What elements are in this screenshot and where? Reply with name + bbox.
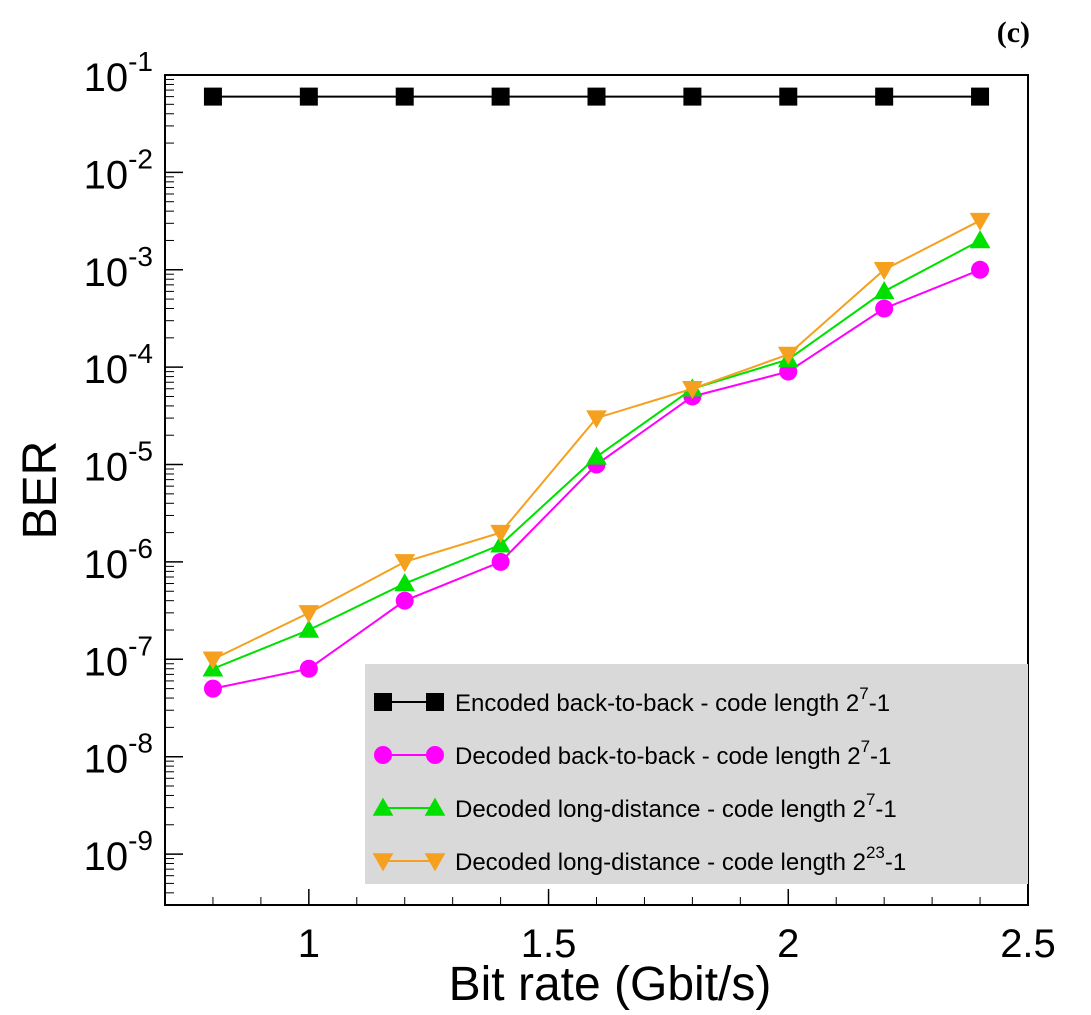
y-tick-label: 10-2 — [84, 143, 153, 197]
data-point — [395, 591, 414, 610]
x-tick-label: 2.5 — [1000, 922, 1056, 966]
legend-label: Encoded back-to-back - code length 27-1 — [455, 684, 890, 717]
legend-item-4: Decoded long-distance - code length 223-… — [372, 843, 906, 876]
data-point — [875, 299, 894, 318]
legend-marker — [372, 797, 394, 816]
data-point — [683, 87, 702, 106]
legend-item-1: Encoded back-to-back - code length 27-1 — [374, 684, 890, 717]
data-point — [203, 87, 222, 106]
y-tick-label: 10-7 — [84, 630, 153, 684]
data-point — [490, 534, 511, 553]
legend-item-3: Decoded long-distance - code length 27-1 — [372, 790, 897, 823]
data-point — [779, 87, 798, 106]
data-point — [490, 524, 511, 543]
legend: Encoded back-to-back - code length 27-1 D… — [365, 664, 1028, 884]
data-point — [203, 679, 222, 698]
data-point — [587, 87, 606, 106]
legend-box — [365, 664, 1028, 884]
legend-marker — [426, 693, 444, 711]
data-point — [586, 446, 607, 465]
y-tick-label: 10-3 — [84, 241, 153, 295]
legend-marker — [426, 746, 444, 764]
data-point — [873, 281, 895, 300]
y-axis-label: BER — [14, 441, 67, 540]
y-tick-label: 10-6 — [84, 533, 153, 587]
legend-marker — [374, 746, 392, 764]
series-3 — [202, 230, 991, 677]
data-point — [394, 554, 416, 573]
x-tick-label: 2 — [777, 922, 799, 966]
y-tick-label: 10-9 — [84, 825, 153, 879]
series-2 — [203, 260, 990, 698]
data-point — [971, 260, 990, 279]
data-point — [202, 651, 224, 670]
x-tick-label: 1.5 — [521, 922, 577, 966]
legend-marker — [424, 797, 446, 816]
series-line — [212, 268, 981, 690]
y-tick-label: 10-4 — [84, 338, 153, 392]
y-tick-label: 10-5 — [84, 436, 153, 490]
data-point — [491, 87, 510, 106]
data-point — [873, 262, 895, 281]
data-point — [299, 87, 318, 106]
data-point — [298, 619, 320, 638]
x-axis-label: Bit rate (Gbit/s) — [449, 958, 772, 1011]
series-4 — [202, 212, 991, 670]
legend-item-2: Decoded back-to-back - code length 27-1 — [374, 737, 891, 770]
data-point — [971, 87, 990, 106]
legend-marker — [372, 853, 394, 872]
data-point — [969, 230, 991, 249]
series-line — [212, 219, 981, 661]
data-point — [875, 87, 894, 106]
legend-marker — [374, 693, 392, 711]
legend-marker — [424, 853, 446, 872]
data-point — [395, 87, 414, 106]
panel-label: (c) — [997, 16, 1030, 49]
data-point — [299, 659, 318, 678]
legend-label: Decoded back-to-back - code length 27-1 — [455, 737, 891, 770]
data-point — [491, 552, 510, 571]
series-1 — [203, 87, 990, 106]
data-point — [394, 573, 416, 592]
legend-label: Decoded long-distance - code length 223-… — [455, 843, 906, 876]
y-tick-label: 10-1 — [84, 46, 153, 100]
data-point — [777, 346, 799, 365]
data-point — [969, 212, 991, 231]
data-point — [298, 605, 320, 624]
y-tick-label: 10-8 — [84, 728, 153, 782]
data-point — [682, 380, 703, 400]
legend-label: Decoded long-distance - code length 27-1 — [455, 790, 897, 823]
x-tick-label: 1 — [298, 922, 320, 966]
data-point — [586, 410, 607, 429]
